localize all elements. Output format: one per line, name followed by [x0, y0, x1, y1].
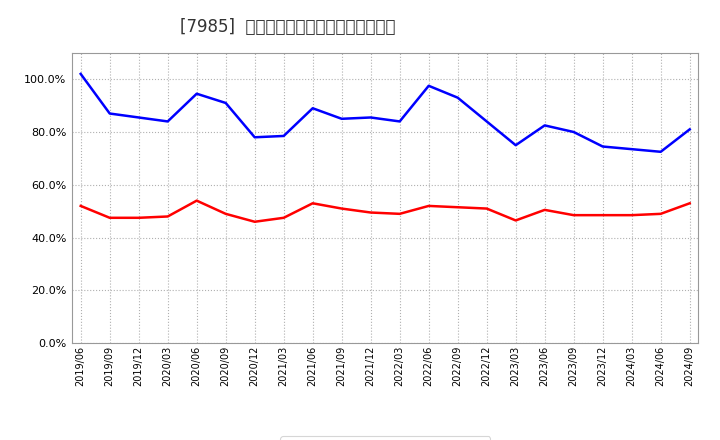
固定長期適合率 [308, 201, 317, 206]
固定比率 [135, 115, 143, 120]
Line: 固定長期適合率: 固定長期適合率 [81, 201, 690, 222]
固定比率 [366, 115, 375, 120]
固定長期適合率 [454, 205, 462, 210]
固定比率 [279, 133, 288, 139]
固定長期適合率 [511, 218, 520, 223]
固定長期適合率 [192, 198, 201, 203]
固定長期適合率 [541, 207, 549, 213]
Line: 固定比率: 固定比率 [81, 74, 690, 152]
固定比率 [163, 119, 172, 124]
固定長期適合率 [338, 206, 346, 211]
固定長期適合率 [395, 211, 404, 216]
固定比率 [251, 135, 259, 140]
固定長期適合率 [76, 203, 85, 209]
固定比率 [308, 106, 317, 111]
固定比率 [192, 91, 201, 96]
固定比率 [657, 149, 665, 154]
固定比率 [338, 116, 346, 121]
固定長期適合率 [251, 219, 259, 224]
固定長期適合率 [570, 213, 578, 218]
固定長期適合率 [424, 203, 433, 209]
固定長期適合率 [135, 215, 143, 220]
固定長期適合率 [627, 213, 636, 218]
固定比率 [627, 147, 636, 152]
固定比率 [598, 144, 607, 149]
固定長期適合率 [685, 201, 694, 206]
固定比率 [454, 95, 462, 100]
Text: [7985]  固定比率、固定長期適合率の推移: [7985] 固定比率、固定長期適合率の推移 [180, 18, 396, 36]
固定比率 [570, 129, 578, 135]
固定比率 [395, 119, 404, 124]
固定比率 [511, 143, 520, 148]
Legend: 固定比率, 固定長期適合率: 固定比率, 固定長期適合率 [280, 436, 490, 440]
固定比率 [685, 127, 694, 132]
固定長期適合率 [105, 215, 114, 220]
固定比率 [424, 83, 433, 88]
固定比率 [541, 123, 549, 128]
固定長期適合率 [657, 211, 665, 216]
固定比率 [482, 119, 491, 124]
固定比率 [105, 111, 114, 116]
固定比率 [221, 100, 230, 106]
固定長期適合率 [279, 215, 288, 220]
固定長期適合率 [163, 214, 172, 219]
固定比率 [76, 71, 85, 77]
固定長期適合率 [221, 211, 230, 216]
固定長期適合率 [598, 213, 607, 218]
固定長期適合率 [482, 206, 491, 211]
固定長期適合率 [366, 210, 375, 215]
